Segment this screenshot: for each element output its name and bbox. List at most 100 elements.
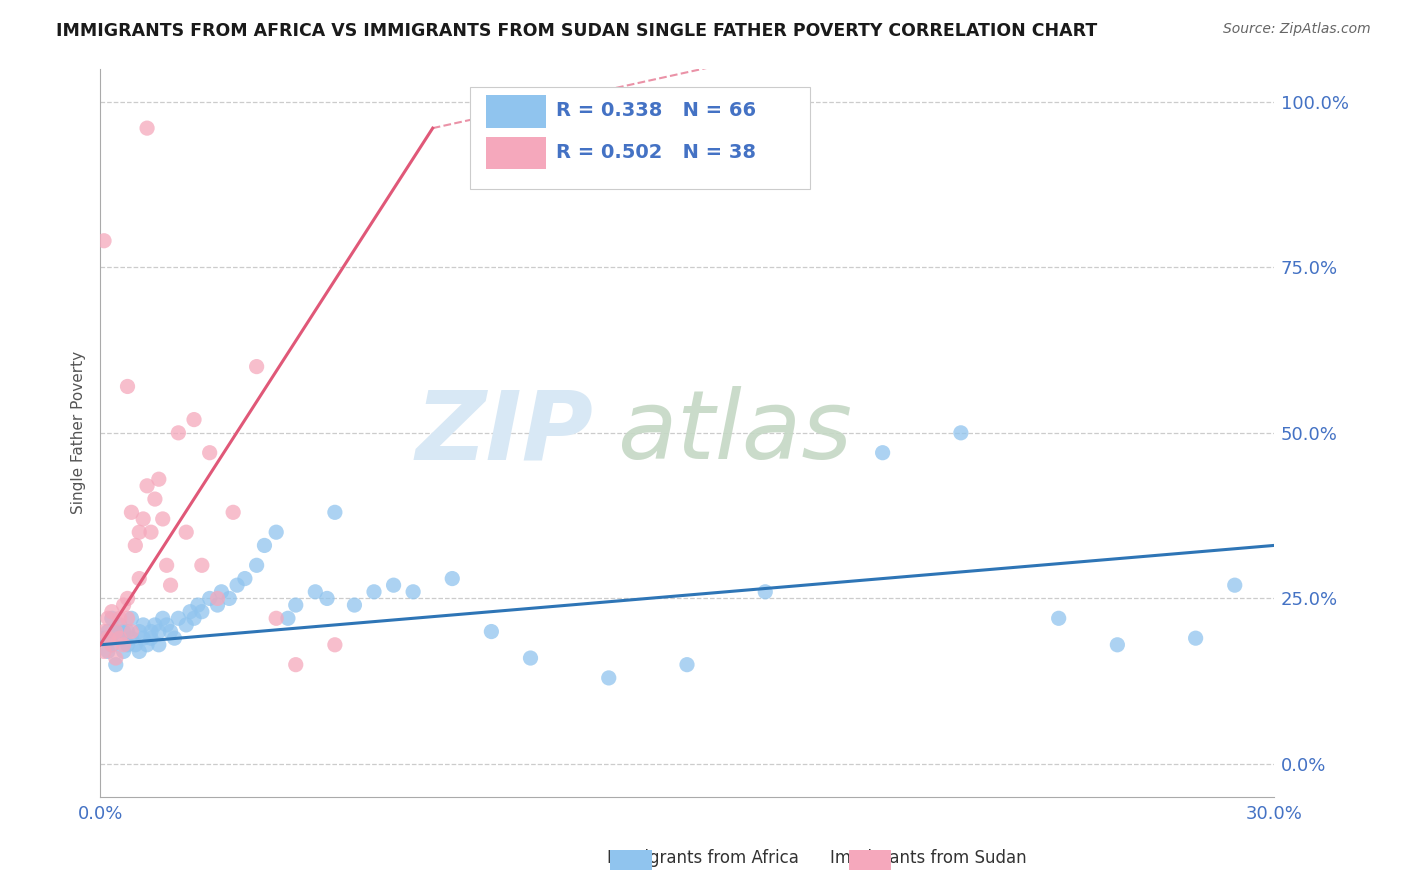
Point xyxy=(148,624,170,639)
Point xyxy=(218,591,240,606)
Point xyxy=(128,624,150,639)
Point xyxy=(117,638,139,652)
Point xyxy=(441,572,464,586)
Point xyxy=(246,359,269,374)
Point xyxy=(152,611,174,625)
Point xyxy=(101,638,124,652)
FancyBboxPatch shape xyxy=(470,87,810,189)
Point xyxy=(209,584,232,599)
Point xyxy=(402,584,425,599)
Point xyxy=(117,591,139,606)
Point xyxy=(1223,578,1246,592)
FancyBboxPatch shape xyxy=(486,137,546,169)
Point xyxy=(304,584,326,599)
Point xyxy=(148,638,170,652)
Point xyxy=(191,558,214,573)
Point xyxy=(93,644,115,658)
Text: atlas: atlas xyxy=(617,386,852,479)
Point xyxy=(167,425,190,440)
Point xyxy=(97,644,120,658)
Point xyxy=(156,618,179,632)
Point xyxy=(163,631,186,645)
Point xyxy=(187,598,209,612)
Point xyxy=(104,657,127,672)
Point xyxy=(101,611,124,625)
Point xyxy=(93,631,115,645)
Point xyxy=(598,671,620,685)
Point xyxy=(112,624,135,639)
Text: ZIP: ZIP xyxy=(415,386,593,479)
Point xyxy=(226,578,249,592)
Point xyxy=(112,598,135,612)
Point xyxy=(198,591,221,606)
Point xyxy=(343,598,366,612)
Point xyxy=(117,624,139,639)
Point xyxy=(132,631,155,645)
Point xyxy=(97,631,120,645)
Point xyxy=(132,618,155,632)
Text: Source: ZipAtlas.com: Source: ZipAtlas.com xyxy=(1223,22,1371,37)
Point xyxy=(246,558,269,573)
Text: IMMIGRANTS FROM AFRICA VS IMMIGRANTS FROM SUDAN SINGLE FATHER POVERTY CORRELATIO: IMMIGRANTS FROM AFRICA VS IMMIGRANTS FRO… xyxy=(56,22,1098,40)
Point xyxy=(363,584,385,599)
Point xyxy=(233,572,256,586)
Point xyxy=(519,651,541,665)
Point xyxy=(207,598,229,612)
Point xyxy=(152,512,174,526)
Point xyxy=(159,578,181,592)
Point xyxy=(104,651,127,665)
Point xyxy=(117,379,139,393)
Point xyxy=(136,479,159,493)
Point xyxy=(143,618,166,632)
Point xyxy=(222,505,245,519)
Point xyxy=(108,631,131,645)
Point xyxy=(120,505,142,519)
Point xyxy=(104,624,127,639)
Point xyxy=(156,558,179,573)
Point xyxy=(136,121,159,136)
Point xyxy=(316,591,339,606)
Point xyxy=(1047,611,1070,625)
Point xyxy=(93,624,115,639)
Y-axis label: Single Father Poverty: Single Father Poverty xyxy=(72,351,86,515)
Point xyxy=(284,657,307,672)
Point xyxy=(97,611,120,625)
Point xyxy=(183,611,205,625)
Point xyxy=(117,611,139,625)
Point xyxy=(323,638,346,652)
Point xyxy=(104,624,127,639)
Point xyxy=(139,624,162,639)
Point xyxy=(120,631,142,645)
Point xyxy=(148,472,170,486)
Point xyxy=(183,412,205,426)
Text: Immigrants from Africa: Immigrants from Africa xyxy=(607,849,799,867)
FancyBboxPatch shape xyxy=(486,95,546,128)
Point xyxy=(136,638,159,652)
Point xyxy=(124,538,146,552)
Point xyxy=(676,657,699,672)
Point xyxy=(108,611,131,625)
Point xyxy=(1184,631,1206,645)
Point xyxy=(112,644,135,658)
Point xyxy=(323,505,346,519)
Point xyxy=(108,631,131,645)
Point xyxy=(872,446,894,460)
Text: R = 0.338   N = 66: R = 0.338 N = 66 xyxy=(555,102,755,120)
Point xyxy=(97,624,120,639)
Point xyxy=(101,605,124,619)
Point xyxy=(949,425,972,440)
Point xyxy=(128,644,150,658)
Point xyxy=(112,638,135,652)
Point xyxy=(139,525,162,540)
Point xyxy=(120,611,142,625)
Text: Immigrants from Sudan: Immigrants from Sudan xyxy=(830,849,1026,867)
Point xyxy=(139,631,162,645)
Text: R = 0.502   N = 38: R = 0.502 N = 38 xyxy=(555,143,755,161)
Point xyxy=(101,638,124,652)
Point xyxy=(159,624,181,639)
Point xyxy=(120,624,142,639)
Point xyxy=(264,525,287,540)
Point xyxy=(108,618,131,632)
Point xyxy=(143,491,166,506)
Point xyxy=(174,525,197,540)
